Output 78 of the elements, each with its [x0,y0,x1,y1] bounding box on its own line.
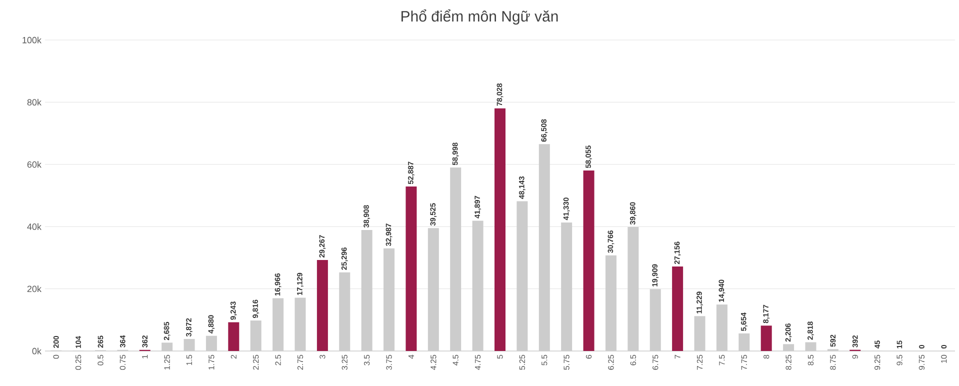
x-tick-label: 2.5 [275,354,281,366]
x-tick-label: 2 [230,354,236,359]
x-tick-label: 3.5 [364,354,370,366]
bar [472,220,484,351]
bar [583,170,594,351]
x-tick-label: 3.25 [342,354,348,370]
x-tick-label: 10 [941,354,947,363]
bar [650,289,661,351]
chart-title: Phổ điểm môn Ngữ văn [402,9,558,25]
x-tick-label: 6 [586,354,592,359]
x-tick-label: 0 [53,354,59,359]
bar [716,304,728,351]
bar [538,144,550,351]
bar [672,266,684,351]
x-tick-label: 0.5 [98,354,104,366]
x-tick-label: 9.25 [874,354,880,370]
x-tick-label: 0.25 [75,354,82,370]
bar [628,227,639,351]
bar [250,320,262,351]
bar [428,228,439,351]
x-tick-label: 0.75 [120,354,126,370]
x-tick-label: 5 [497,354,503,359]
bar [384,248,395,351]
x-tick-label: 8.25 [786,354,792,370]
x-tick-label: 7.25 [696,354,703,370]
bar [561,222,572,351]
x-tick-label: 9.75 [918,354,925,370]
x-tick-label: 5.5 [542,354,548,366]
bar [516,201,528,351]
y-tick-label: 60k [27,161,42,168]
bar [783,344,794,351]
bar [738,333,750,351]
x-tick-label: 9.5 [896,354,902,366]
x-tick-label: 4.75 [475,354,481,370]
bar [272,298,284,351]
x-tick-label: 8 [764,354,770,359]
bar [162,342,173,351]
bar [694,316,706,351]
x-tick-label: 1.25 [164,354,170,370]
x-tick-label: 1.75 [208,354,214,370]
y-tick-label: 0k [32,348,42,354]
bar [294,298,306,351]
bar [805,342,816,351]
bar [406,186,417,351]
x-tick-label: 4.25 [430,354,436,370]
x-tick-label: 4 [408,354,414,359]
x-tick-label: 5.25 [519,354,526,370]
x-tick-label: 4.5 [452,354,458,366]
x-tick-label: 2.75 [297,354,304,370]
y-tick-label: 100k [22,36,42,44]
bar [184,338,195,351]
x-tick-label: 1 [142,354,148,358]
y-tick-label: 40k [27,223,42,230]
bar [494,108,506,351]
x-tick-label: 3.75 [386,354,392,370]
x-tick-label: 5.75 [564,354,570,370]
x-tick-label: 1.5 [186,354,192,366]
bar [228,322,240,351]
bar [361,230,372,351]
bar [339,272,350,351]
x-tick-label: 3 [320,354,326,359]
x-tick-label: 6.25 [608,354,614,370]
x-tick-label: 7.5 [719,354,725,366]
bar [760,326,772,351]
x-tick-label: 9 [852,354,858,359]
x-tick-label: 6.75 [652,354,658,370]
bar [316,260,328,351]
bar [450,168,462,351]
x-tick-label: 6.5 [630,354,636,366]
x-tick-label: 2.25 [253,354,259,370]
bar [605,255,616,351]
x-tick-label: 7.75 [741,354,747,370]
bar [206,336,217,351]
x-tick-label: 7 [674,354,680,359]
x-tick-label: 8.75 [830,354,836,370]
x-tick-label: 8.5 [808,354,814,366]
y-tick-label: 80k [27,98,42,106]
y-tick-label: 20k [27,285,42,292]
